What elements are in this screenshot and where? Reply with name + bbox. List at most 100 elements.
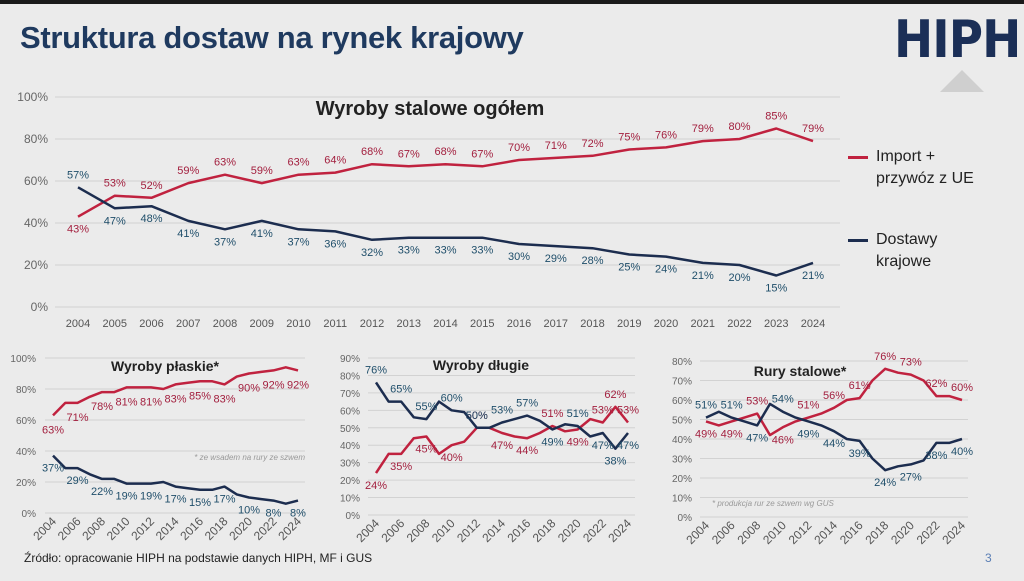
x-tick-label: 2012 — [454, 516, 483, 545]
chart-title: Wyroby stalowe ogółem — [316, 98, 545, 120]
x-tick-label: 2012 — [360, 318, 384, 330]
y-tick-label: 100% — [17, 90, 48, 104]
y-tick-label: 10% — [340, 494, 360, 505]
y-tick-label: 20% — [340, 476, 360, 487]
data-label-import: 62% — [925, 378, 947, 390]
data-label-domestic: 41% — [177, 228, 199, 240]
legend-import-swatch — [848, 156, 868, 159]
top-border — [0, 0, 1024, 4]
data-label-domestic: 24% — [874, 477, 896, 489]
data-label-import: 24% — [365, 480, 387, 492]
data-label-domestic: 30% — [508, 251, 530, 263]
data-label-domestic: 19% — [140, 491, 162, 503]
data-label-import: 49% — [721, 428, 743, 440]
hiph-logo: HIPH — [894, 10, 1021, 70]
x-tick-label: 2012 — [128, 514, 157, 543]
y-tick-label: 70% — [340, 389, 360, 400]
data-label-domestic: 47% — [104, 215, 126, 227]
data-label-domestic: 49% — [541, 437, 563, 449]
y-tick-label: 80% — [672, 357, 692, 368]
data-label-import: 52% — [140, 180, 162, 192]
data-label-domestic: 51% — [567, 408, 589, 420]
data-label-domestic: 65% — [390, 384, 412, 396]
data-label-import: 68% — [361, 146, 383, 158]
data-label-import: 83% — [164, 393, 186, 405]
legend-import-line1: Import + — [876, 148, 936, 165]
data-label-domestic: 25% — [618, 262, 640, 274]
data-label-domestic: 15% — [765, 283, 787, 295]
x-tick-label: 2018 — [863, 518, 892, 547]
data-label-import: 61% — [849, 380, 871, 392]
data-label-domestic: 19% — [115, 491, 137, 503]
data-label-domestic: 24% — [655, 264, 677, 276]
data-label-domestic: 37% — [287, 236, 309, 248]
data-label-import: 44% — [516, 445, 538, 457]
data-label-domestic: 32% — [361, 247, 383, 259]
data-label-import: 49% — [695, 428, 717, 440]
x-tick-label: 2005 — [103, 318, 127, 330]
data-label-import: 59% — [177, 165, 199, 177]
y-tick-label: 60% — [340, 406, 360, 417]
y-tick-label: 20% — [16, 478, 36, 489]
data-label-import: 43% — [67, 224, 89, 236]
data-label-domestic: 29% — [545, 253, 567, 265]
data-label-domestic: 17% — [213, 494, 235, 506]
data-label-domestic: 48% — [140, 213, 162, 225]
x-tick-label: 2016 — [177, 514, 206, 543]
legend-import: Import + przywóz z UE — [848, 146, 974, 190]
x-tick-label: 2024 — [605, 516, 634, 545]
data-label-domestic: 20% — [728, 272, 750, 284]
y-tick-label: 0% — [31, 300, 49, 314]
data-label-domestic: 33% — [471, 245, 493, 257]
x-tick-label: 2024 — [939, 518, 968, 547]
data-label-import: 63% — [287, 157, 309, 169]
x-tick-label: 2006 — [709, 518, 738, 547]
data-label-import: 71% — [545, 140, 567, 152]
y-tick-label: 0% — [678, 513, 693, 524]
data-label-import: 63% — [214, 157, 236, 169]
y-tick-label: 30% — [672, 455, 692, 466]
x-tick-label: 2020 — [654, 318, 678, 330]
y-tick-label: 40% — [340, 441, 360, 452]
data-label-import: 70% — [508, 142, 530, 154]
data-label-domestic: 29% — [66, 475, 88, 487]
data-label-import: 59% — [251, 165, 273, 177]
data-label-import: 50% — [466, 410, 488, 422]
data-label-domestic: 28% — [581, 255, 603, 267]
data-label-import: 78% — [91, 401, 113, 413]
data-label-import: 53% — [746, 396, 768, 408]
data-label-import: 67% — [398, 148, 420, 160]
x-tick-label: 2010 — [760, 518, 789, 547]
x-tick-label: 2008 — [735, 518, 764, 547]
x-tick-label: 2023 — [764, 318, 788, 330]
series-line-domestic — [77, 186, 814, 277]
y-tick-label: 80% — [16, 385, 36, 396]
legend-domestic-swatch — [848, 239, 868, 242]
data-label-domestic: 53% — [491, 405, 513, 417]
source-note: Źródło: opracowanie HIPH na podstawie da… — [24, 551, 373, 565]
data-label-domestic: 41% — [251, 228, 273, 240]
y-tick-label: 70% — [672, 377, 692, 388]
x-tick-label: 2012 — [786, 518, 815, 547]
data-label-import: 46% — [772, 434, 794, 446]
data-label-import: 35% — [390, 461, 412, 473]
x-tick-label: 2018 — [202, 514, 231, 543]
x-tick-label: 2010 — [429, 516, 458, 545]
data-label-import: 81% — [140, 396, 162, 408]
data-label-domestic: 57% — [516, 398, 538, 410]
data-label-domestic: 47% — [746, 432, 768, 444]
x-tick-label: 2016 — [837, 518, 866, 547]
data-label-domestic: 8% — [290, 508, 306, 520]
x-tick-label: 2020 — [888, 518, 917, 547]
y-tick-label: 50% — [672, 416, 692, 427]
data-label-import: 45% — [415, 444, 437, 456]
x-tick-label: 2019 — [617, 318, 641, 330]
x-tick-label: 2006 — [55, 514, 84, 543]
y-tick-label: 50% — [340, 424, 360, 435]
legend-domestic-line2: krajowe — [876, 253, 932, 270]
series-line-import — [374, 405, 629, 474]
data-label-import: 47% — [491, 440, 513, 452]
x-tick-label: 2018 — [580, 318, 604, 330]
data-label-domestic: 47% — [617, 440, 639, 452]
data-label-domestic: 21% — [802, 270, 824, 282]
